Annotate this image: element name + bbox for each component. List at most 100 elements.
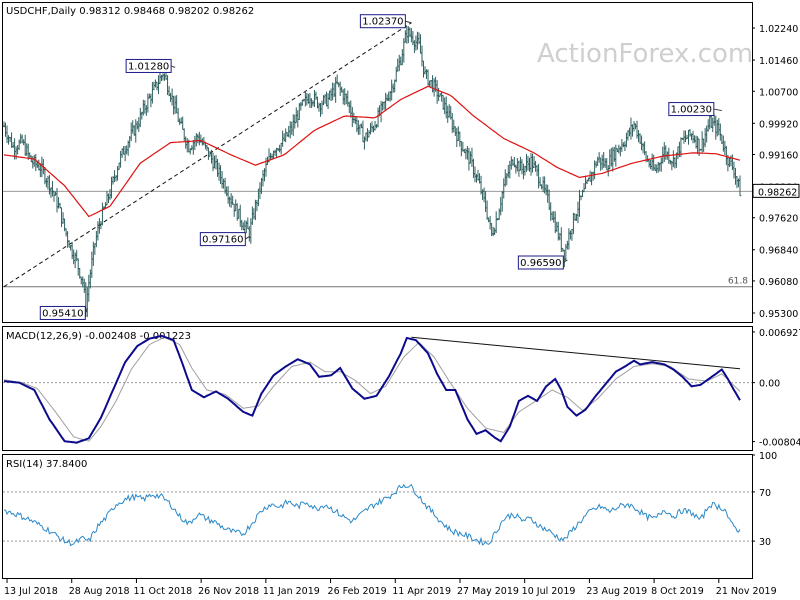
price-bar [119, 150, 122, 168]
price-bar [431, 75, 434, 93]
annotation-label: 0.96590 [520, 258, 561, 269]
price-bar [25, 143, 29, 156]
price-bar [122, 146, 125, 155]
price-bar [628, 127, 631, 137]
price-bar [314, 91, 318, 101]
price-bar [493, 227, 496, 235]
price-bar [172, 95, 175, 115]
price-bar [611, 147, 615, 172]
price-bar [723, 140, 727, 156]
price-bar [319, 102, 322, 117]
current-price-box [752, 183, 800, 198]
price-bar [10, 132, 13, 148]
price-bar [229, 193, 233, 208]
price-bar [304, 90, 307, 107]
price-bar [149, 93, 153, 108]
price-bar [585, 179, 589, 185]
price-bar [623, 141, 627, 152]
price-bar [51, 180, 54, 197]
price-bar [711, 117, 715, 133]
annotation-box [125, 58, 172, 73]
price-bar [581, 189, 584, 197]
price-level-annotation: 1.01280 [125, 58, 176, 73]
price-bar [553, 211, 557, 234]
price-bar [143, 100, 147, 114]
price-bar [387, 91, 390, 102]
price-bar [526, 155, 530, 171]
price-bar [631, 124, 634, 137]
price-bar [482, 187, 486, 203]
price-bar [625, 132, 628, 148]
price-bar [337, 82, 340, 88]
price-bar [463, 148, 466, 154]
price-bar [145, 105, 148, 116]
price-bar [288, 121, 292, 139]
price-bar [132, 125, 136, 136]
price-bar [167, 86, 171, 97]
price-bar [252, 208, 256, 220]
price-bar [181, 116, 184, 130]
price-bar [619, 146, 622, 157]
price-bar [455, 127, 459, 148]
annotation-pointer [245, 236, 250, 240]
price-bar [605, 158, 609, 171]
price-bar [157, 75, 160, 95]
annotation-label: 1.01280 [128, 61, 169, 72]
price-bar [503, 169, 507, 187]
price-bar [472, 158, 475, 178]
price-bar [397, 54, 401, 72]
price-bar [546, 184, 549, 203]
price-bar [367, 130, 371, 138]
price-bar [184, 136, 188, 149]
annotation-label: 0.95410 [42, 308, 83, 319]
price-bar [422, 60, 425, 78]
price-bar [129, 122, 133, 142]
price-bar [460, 141, 463, 157]
price-bar [320, 100, 324, 115]
price-bar [566, 240, 569, 250]
rsi-y-axis: 100 70 30 [752, 451, 777, 548]
price-bar [134, 119, 138, 143]
price-bar [326, 93, 330, 110]
price-bar [722, 135, 725, 152]
macd-y-tick-label: 0.006927 [759, 328, 800, 339]
price-bar [719, 123, 722, 141]
price-bar [516, 158, 519, 172]
price-bar [382, 101, 386, 110]
price-bar [457, 126, 460, 141]
price-y-tick-label: 1.02240 [759, 24, 798, 35]
annotation-pointer [563, 259, 568, 263]
price-bar [649, 159, 652, 170]
price-bar [349, 100, 353, 118]
price-bar [537, 163, 540, 189]
price-level-annotation: 1.02370 [359, 14, 412, 29]
price-bar [290, 121, 294, 135]
price-bar [305, 92, 309, 106]
rsi-y-tick-label: 70 [759, 488, 771, 499]
rsi-panel-frame [2, 454, 753, 579]
price-bar [211, 152, 215, 172]
price-bar [358, 124, 362, 135]
price-bar [488, 215, 492, 230]
price-bar [176, 107, 180, 122]
annotation-label: 1.02370 [362, 17, 403, 28]
price-bar [28, 152, 32, 158]
fib-level-label: 61.8 [728, 277, 748, 287]
price-bar [443, 97, 446, 115]
price-bar [105, 190, 109, 206]
price-bar [66, 231, 69, 248]
price-bar [394, 66, 398, 83]
price-bar [31, 156, 35, 169]
price-bar [702, 138, 705, 152]
price-bar [117, 162, 121, 170]
price-bar [60, 207, 63, 228]
price-bar [396, 58, 400, 72]
macd-y-axis: 0.006927 0.00 -0.008049 [752, 328, 800, 449]
price-bar [19, 133, 22, 144]
macd-y-tick-label: -0.008049 [759, 438, 800, 449]
price-bar [231, 195, 234, 205]
price-bar [37, 159, 41, 171]
price-bar [173, 95, 177, 114]
price-bar [76, 258, 80, 276]
